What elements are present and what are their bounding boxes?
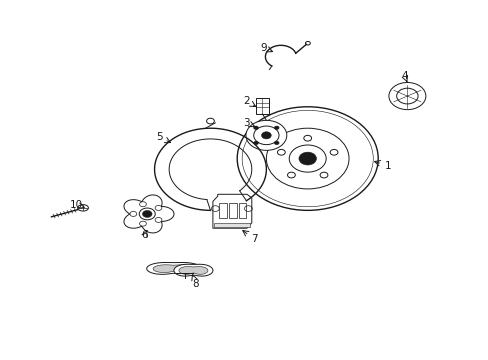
Polygon shape [124, 195, 174, 233]
Circle shape [288, 145, 325, 172]
Circle shape [388, 82, 425, 110]
Text: 6: 6 [141, 230, 148, 240]
Text: 4: 4 [401, 71, 407, 81]
Circle shape [245, 120, 286, 150]
Text: 10: 10 [70, 200, 83, 210]
Text: 1: 1 [384, 161, 390, 171]
Polygon shape [174, 264, 212, 276]
Circle shape [253, 126, 258, 130]
Polygon shape [212, 194, 251, 228]
Text: 8: 8 [192, 279, 199, 289]
Polygon shape [153, 265, 195, 273]
Text: 3: 3 [243, 118, 250, 128]
Circle shape [274, 126, 279, 130]
Circle shape [142, 210, 152, 217]
Circle shape [274, 141, 279, 145]
Circle shape [261, 132, 271, 139]
Text: 9: 9 [260, 43, 267, 53]
Text: 5: 5 [156, 132, 163, 142]
Circle shape [298, 152, 316, 165]
Text: 2: 2 [243, 96, 250, 107]
Polygon shape [179, 267, 207, 274]
FancyBboxPatch shape [213, 223, 250, 227]
Circle shape [253, 141, 258, 145]
Text: 7: 7 [250, 234, 257, 244]
Polygon shape [146, 262, 201, 274]
